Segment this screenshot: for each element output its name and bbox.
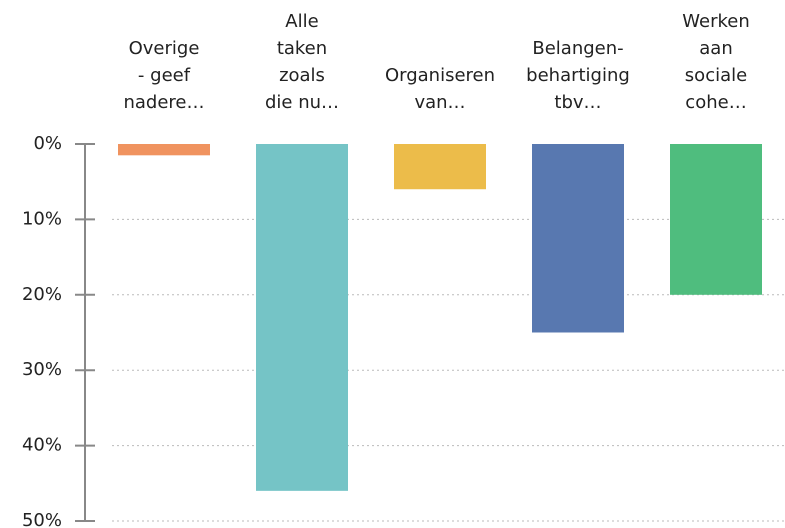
- bar: [256, 144, 348, 491]
- y-tick-label: 40%: [22, 435, 62, 456]
- bar: [670, 144, 762, 295]
- label-line: Organiseren: [385, 65, 495, 86]
- x-tick-label: Overige - geef nadere…: [123, 38, 204, 113]
- x-tick-label: Organiseren van…: [385, 65, 495, 113]
- label-line: aan: [699, 38, 732, 59]
- bar: [118, 144, 210, 156]
- label-line: die nu…: [265, 92, 339, 113]
- y-tick-label: 10%: [22, 208, 62, 229]
- label-line: van…: [414, 92, 465, 113]
- x-tick-label: Alle taken zoals die nu…: [265, 11, 339, 113]
- label-line: cohe…: [685, 92, 746, 113]
- label-line: sociale: [685, 65, 747, 86]
- y-tick-label: 20%: [22, 284, 62, 305]
- label-line: Belangen-: [532, 38, 623, 59]
- y-tick-label: 50%: [22, 510, 62, 528]
- bar: [394, 144, 486, 190]
- y-tick-label: 0%: [33, 133, 62, 154]
- label-line: Overige: [129, 38, 200, 59]
- label-line: behartiging: [526, 65, 630, 86]
- label-line: Werken: [682, 11, 749, 32]
- bar: [532, 144, 624, 333]
- x-tick-label: Werken aan sociale cohe…: [682, 11, 749, 113]
- x-tick-label: Belangen-behartiging tbv…: [526, 38, 630, 113]
- label-line: - geef: [138, 65, 191, 86]
- label-line: zoals: [279, 65, 325, 86]
- label-line: Alle: [285, 11, 318, 32]
- label-line: tbv…: [554, 92, 601, 113]
- y-tick-label: 30%: [22, 359, 62, 380]
- label-line: nadere…: [123, 92, 204, 113]
- label-line: taken: [277, 38, 327, 59]
